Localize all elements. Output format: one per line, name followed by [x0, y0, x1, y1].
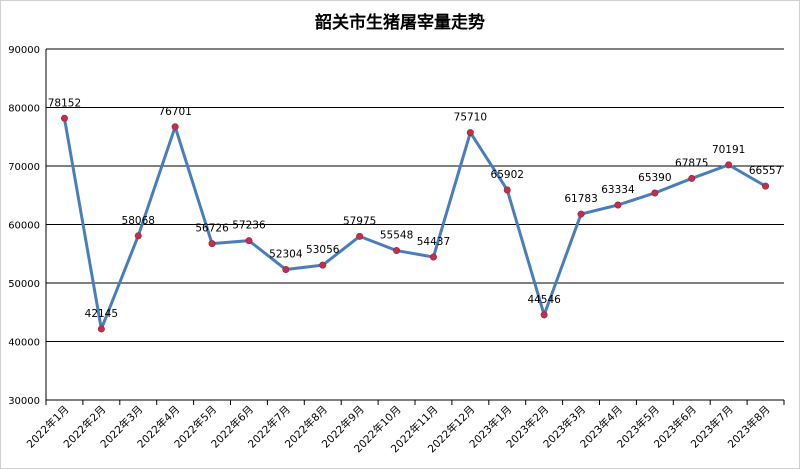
data-label: 58068 — [122, 215, 155, 227]
data-label: 54437 — [417, 236, 450, 248]
data-label: 66557 — [749, 165, 782, 177]
data-point — [208, 240, 216, 248]
data-point — [651, 189, 659, 197]
data-point — [60, 114, 68, 122]
data-point — [97, 325, 105, 333]
data-label: 55548 — [380, 230, 413, 242]
data-point — [540, 311, 548, 319]
data-point — [688, 174, 696, 182]
y-tick-label: 80000 — [8, 104, 40, 115]
data-label: 57975 — [343, 215, 376, 227]
y-tick-label: 50000 — [8, 279, 40, 290]
data-point — [762, 182, 770, 190]
data-point — [577, 210, 585, 218]
y-tick-label: 30000 — [8, 396, 40, 407]
data-label: 67875 — [675, 157, 708, 169]
data-label: 75710 — [454, 112, 487, 124]
data-label: 53056 — [306, 244, 340, 256]
data-point — [356, 232, 364, 240]
y-tick-label: 40000 — [8, 338, 40, 349]
data-label: 65902 — [491, 169, 524, 181]
data-label: 65390 — [638, 172, 671, 184]
series-line — [62, 118, 767, 331]
data-point — [282, 266, 290, 274]
data-label: 52304 — [269, 249, 303, 261]
y-tick-label: 90000 — [8, 45, 40, 56]
y-tick-label: 70000 — [8, 162, 40, 173]
data-point — [393, 247, 401, 255]
data-point — [466, 129, 474, 137]
data-point — [245, 237, 253, 245]
data-label: 76701 — [158, 106, 191, 118]
data-label: 63334 — [601, 184, 635, 196]
chart-title: 韶关市生猪屠宰量走势 — [315, 13, 485, 33]
data-point — [171, 123, 179, 131]
data-point — [503, 186, 511, 194]
data-label: 56726 — [195, 223, 229, 235]
data-label: 78152 — [48, 97, 81, 109]
data-label: 61783 — [564, 193, 597, 205]
y-tick-label: 60000 — [8, 221, 40, 232]
data-point — [319, 261, 327, 269]
data-label: 44546 — [527, 294, 561, 306]
data-label: 42145 — [85, 308, 118, 320]
data-label: 57236 — [232, 220, 266, 232]
data-point — [614, 201, 622, 209]
data-point — [134, 232, 142, 240]
data-point — [725, 161, 733, 169]
data-point — [429, 253, 437, 261]
data-label: 70191 — [712, 144, 745, 156]
